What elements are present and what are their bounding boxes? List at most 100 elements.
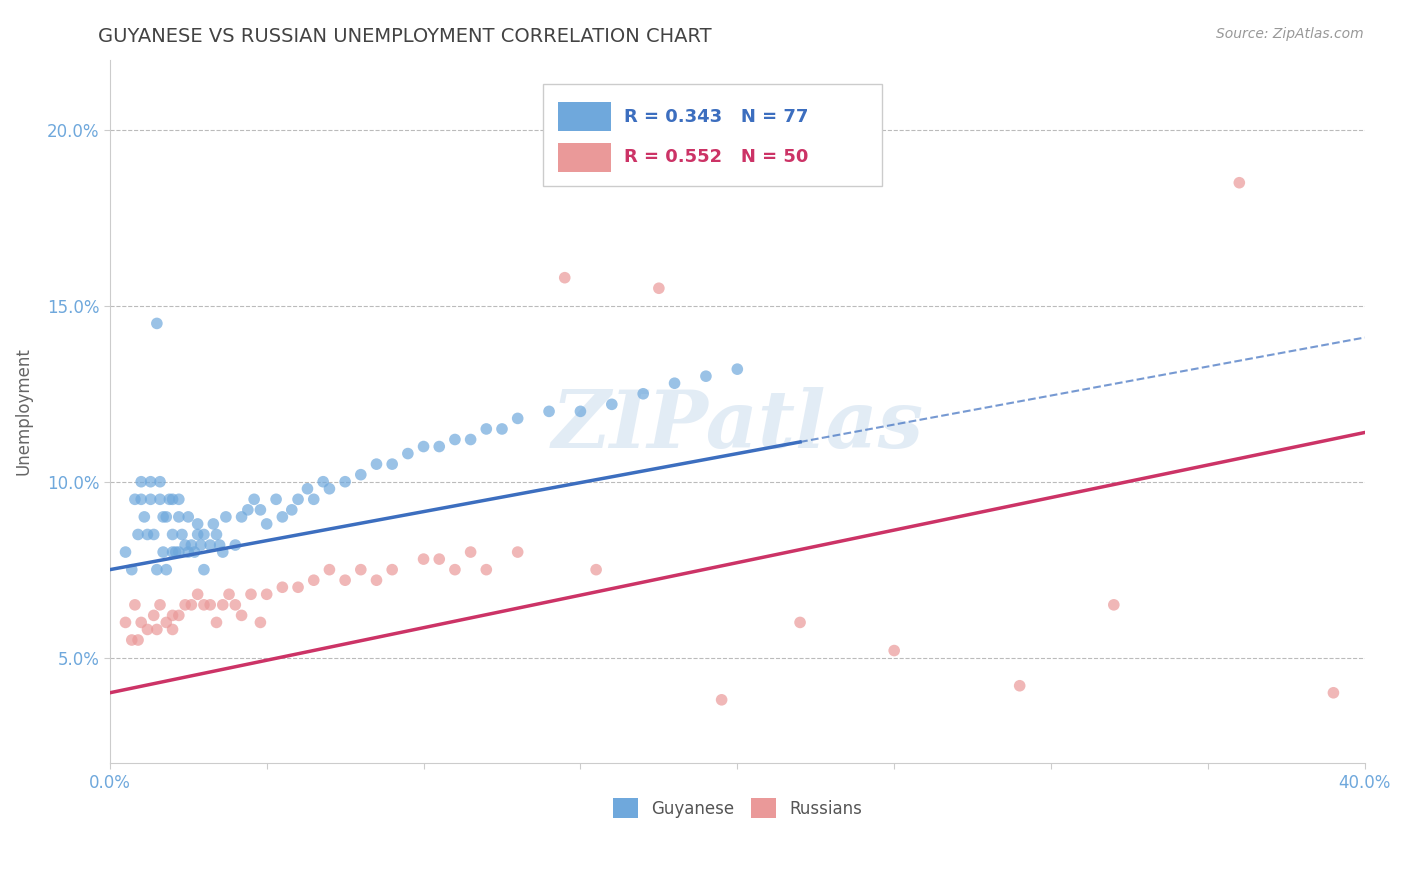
Point — [585, 563, 607, 577]
Point — [174, 598, 197, 612]
Point — [427, 552, 450, 566]
Point — [124, 492, 146, 507]
Point — [350, 467, 373, 482]
Point — [165, 545, 187, 559]
Point — [224, 538, 246, 552]
Point — [1102, 598, 1125, 612]
Point — [211, 598, 233, 612]
Point — [136, 623, 159, 637]
Point — [302, 492, 325, 507]
Point — [162, 608, 184, 623]
Point — [129, 475, 152, 489]
Point — [538, 404, 561, 418]
Point — [114, 615, 136, 630]
Point — [695, 369, 717, 384]
Point — [883, 643, 905, 657]
Point — [162, 545, 184, 559]
Point — [569, 404, 592, 418]
Point — [134, 509, 156, 524]
Point — [205, 527, 228, 541]
Point — [1227, 176, 1250, 190]
Text: R = 0.343   N = 77: R = 0.343 N = 77 — [624, 108, 808, 126]
Point — [271, 509, 294, 524]
Point — [664, 376, 686, 391]
Point — [460, 433, 482, 447]
Point — [200, 538, 222, 552]
Point — [648, 281, 671, 295]
Point — [240, 587, 263, 601]
Point — [710, 693, 733, 707]
Point — [333, 475, 356, 489]
Point — [146, 563, 169, 577]
Point — [554, 270, 576, 285]
Point — [155, 563, 177, 577]
FancyBboxPatch shape — [558, 102, 610, 131]
Point — [444, 563, 467, 577]
Point — [789, 615, 811, 630]
Point — [152, 545, 174, 559]
Text: ZIPatlas: ZIPatlas — [551, 387, 924, 464]
Point — [162, 527, 184, 541]
Point — [350, 563, 373, 577]
Point — [187, 527, 209, 541]
Point — [1322, 686, 1344, 700]
Point — [256, 516, 278, 531]
Point — [121, 563, 143, 577]
Point — [180, 598, 202, 612]
Point — [142, 608, 165, 623]
Point — [177, 545, 200, 559]
Point — [412, 440, 434, 454]
Point — [215, 509, 238, 524]
Y-axis label: Unemployment: Unemployment — [15, 347, 32, 475]
Point — [427, 440, 450, 454]
Point — [256, 587, 278, 601]
Point — [155, 509, 177, 524]
Point — [297, 482, 319, 496]
Point — [600, 397, 623, 411]
Point — [180, 538, 202, 552]
Point — [631, 386, 654, 401]
Point — [224, 598, 246, 612]
Point — [236, 503, 259, 517]
Point — [444, 433, 467, 447]
Point — [287, 580, 309, 594]
Point — [200, 598, 222, 612]
Point — [412, 552, 434, 566]
Point — [129, 615, 152, 630]
Point — [366, 457, 388, 471]
Point — [146, 623, 169, 637]
Point — [174, 538, 197, 552]
Point — [157, 492, 180, 507]
Point — [333, 573, 356, 587]
Point — [183, 545, 205, 559]
Point — [129, 492, 152, 507]
Point — [193, 598, 215, 612]
Text: GUYANESE VS RUSSIAN UNEMPLOYMENT CORRELATION CHART: GUYANESE VS RUSSIAN UNEMPLOYMENT CORRELA… — [98, 27, 711, 45]
Point — [139, 492, 162, 507]
Point — [190, 538, 212, 552]
Point — [152, 509, 174, 524]
Point — [177, 509, 200, 524]
Point — [491, 422, 513, 436]
Point — [193, 527, 215, 541]
Point — [149, 492, 172, 507]
Point — [381, 457, 404, 471]
Point — [231, 509, 253, 524]
Point — [475, 422, 498, 436]
Point — [124, 598, 146, 612]
Point — [162, 623, 184, 637]
Point — [1008, 679, 1031, 693]
Point — [146, 317, 169, 331]
Point — [218, 587, 240, 601]
Point — [281, 503, 304, 517]
Point — [271, 580, 294, 594]
Point — [366, 573, 388, 587]
Point — [231, 608, 253, 623]
Point — [381, 563, 404, 577]
Point — [249, 503, 271, 517]
Point — [170, 527, 193, 541]
Point — [142, 527, 165, 541]
Point — [318, 482, 340, 496]
Point — [208, 538, 231, 552]
Point — [167, 492, 190, 507]
